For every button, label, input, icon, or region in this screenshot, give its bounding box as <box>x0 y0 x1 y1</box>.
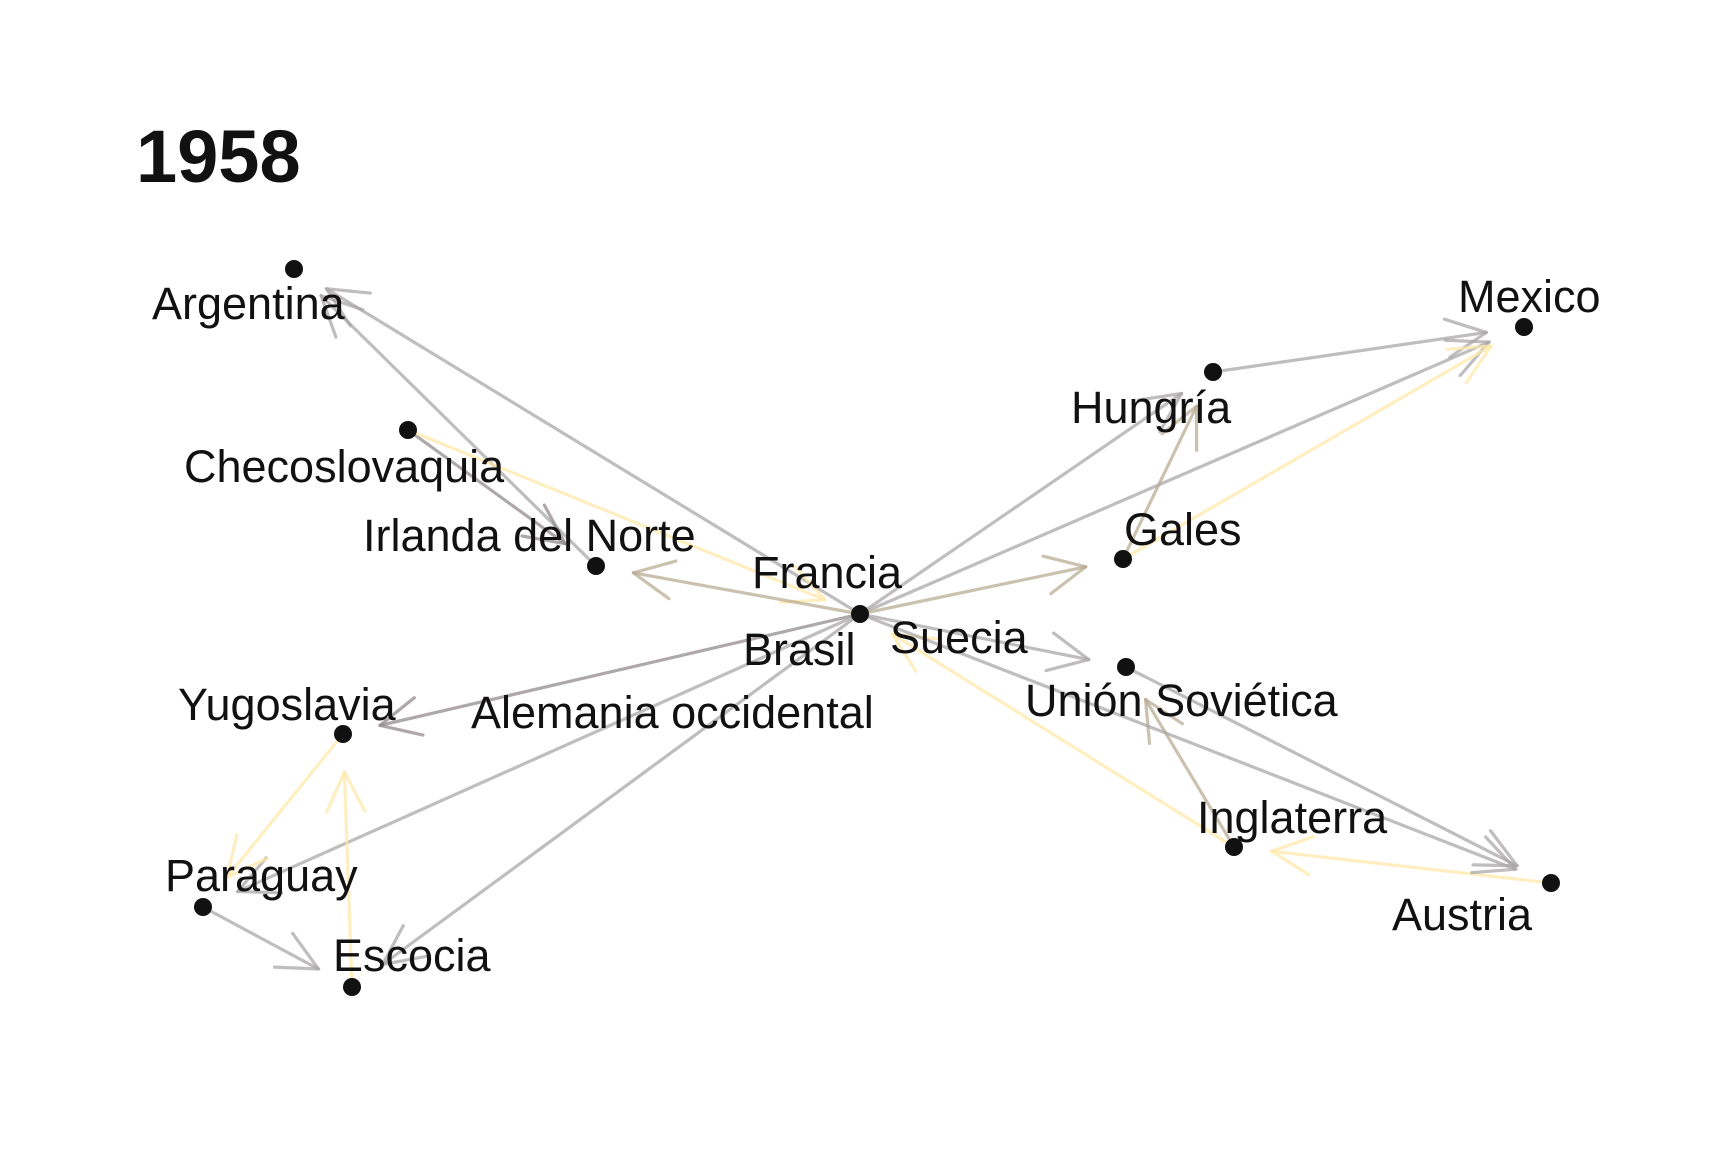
edge-austria-to-inglaterra <box>1270 835 1553 885</box>
node-paraguay <box>194 898 212 916</box>
edge-gales-to-hungria <box>1121 404 1199 561</box>
node-union <box>1117 658 1135 676</box>
node-label-yugoslavia: Yugoslavia <box>178 679 397 730</box>
node-label-inglaterra: Inglaterra <box>1197 792 1388 843</box>
edge-line <box>342 770 354 989</box>
arrowhead-icon <box>1443 338 1491 377</box>
edge-line <box>406 428 827 602</box>
node-label-austria: Austria <box>1392 889 1533 940</box>
edge-line <box>1270 849 1553 885</box>
arrowhead-icon <box>236 856 284 895</box>
node-label-escocia: Escocia <box>333 930 492 981</box>
edge-francia-to-austria <box>858 612 1518 875</box>
arrowhead-icon <box>378 696 425 737</box>
edge-irlanda-to-argentina <box>319 294 598 568</box>
arrowhead-icon <box>1160 404 1199 452</box>
edges-layer <box>201 287 1553 989</box>
edge-line <box>858 612 1518 871</box>
edge-francia-to-paraguay <box>236 612 862 895</box>
edge-gales-to-mexico <box>1121 344 1493 561</box>
arrowhead-icon <box>272 931 321 971</box>
node-label-argentina: Argentina <box>152 278 346 329</box>
arrowhead-icon <box>324 287 372 328</box>
nodes-layer <box>194 260 1560 996</box>
node-label-hungria: Hungría <box>1071 382 1232 433</box>
edge-line <box>324 287 862 616</box>
node-checoslovaquia <box>399 421 417 439</box>
edge-line <box>1121 344 1493 561</box>
edge-francia-to-gales <box>858 554 1088 616</box>
edge-line <box>378 612 862 728</box>
edge-line <box>890 632 1236 849</box>
node-escocia <box>343 978 361 996</box>
arrowhead-icon <box>225 833 269 880</box>
edge-francia-to-union <box>858 612 1091 673</box>
node-label-irlanda: Irlanda del Norte <box>363 510 696 561</box>
edge-yugoslavia-to-paraguay <box>225 732 345 880</box>
arrowhead-icon <box>1270 835 1315 877</box>
edge-francia-to-escocia <box>381 612 862 967</box>
edge-line <box>225 732 345 880</box>
arrowhead-icon <box>1445 344 1493 385</box>
arrowhead-icon <box>381 924 428 967</box>
edge-line <box>858 340 1491 616</box>
arrowhead-icon <box>1470 835 1518 875</box>
edge-line <box>406 428 567 546</box>
edge-line <box>381 612 862 967</box>
node-label-paraguay: Paraguay <box>165 850 358 901</box>
edge-hungria-to-mexico <box>1211 317 1488 374</box>
node-label-gales: Gales <box>1124 504 1242 555</box>
node-mexico <box>1515 318 1533 336</box>
edge-line <box>1211 330 1488 374</box>
node-gales <box>1114 550 1132 568</box>
node-austria <box>1542 874 1560 892</box>
edge-line <box>1121 404 1199 561</box>
arrowhead-icon <box>319 294 365 339</box>
edge-line <box>1124 665 1519 868</box>
node-argentina <box>285 260 303 278</box>
edge-line <box>858 612 1091 662</box>
node-francia <box>851 605 869 623</box>
edge-francia-to-mexico <box>858 338 1491 616</box>
arrowhead-icon <box>1136 391 1184 434</box>
node-yugoslavia <box>334 725 352 743</box>
arrowhead-icon <box>1041 554 1088 596</box>
node-label-mexico: Mexico <box>1458 271 1601 322</box>
edge-inglaterra-to-union <box>1143 697 1236 849</box>
edge-paraguay-to-escocia <box>201 905 321 971</box>
node-label-union: Unión Soviética <box>1025 675 1339 726</box>
edge-line <box>631 571 862 616</box>
node-hungria <box>1204 363 1222 381</box>
edge-escocia-to-yugoslavia <box>325 770 367 989</box>
arrowhead-icon <box>325 770 367 814</box>
arrowhead-icon <box>631 559 678 601</box>
arrowhead-icon <box>1143 697 1184 746</box>
node-label-brasil: Brasil <box>743 624 856 675</box>
node-label-checoslovaquia: Checoslovaquia <box>184 441 505 492</box>
edge-line <box>201 905 321 971</box>
edge-line <box>319 294 598 568</box>
edge-union-to-austria <box>1124 665 1519 868</box>
edge-francia-to-argentina <box>324 287 862 616</box>
edge-francia-to-irlanda <box>631 559 862 616</box>
arrowhead-icon <box>520 503 567 546</box>
node-label-francia: Francia <box>752 547 903 598</box>
diagram-title: 1958 <box>136 115 301 198</box>
edge-line <box>858 565 1088 616</box>
node-label-suecia: Suecia <box>890 612 1029 663</box>
edge-line <box>858 391 1184 616</box>
edge-francia-to-hungria <box>858 391 1184 616</box>
node-inglaterra <box>1225 838 1243 856</box>
arrowhead-icon <box>1044 631 1091 673</box>
edge-checoslovaquia-to-irlanda <box>406 428 567 546</box>
node-irlanda <box>587 557 605 575</box>
labels-layer: Argentina Checoslovaquia Irlanda del Norte… <box>152 271 1601 981</box>
edge-line <box>1143 697 1236 849</box>
edge-francia-to-yugoslavia <box>378 612 862 737</box>
arrowhead-icon <box>1471 829 1519 868</box>
node-label-alemania: Alemania occidental <box>471 687 874 738</box>
edge-line <box>236 612 862 894</box>
